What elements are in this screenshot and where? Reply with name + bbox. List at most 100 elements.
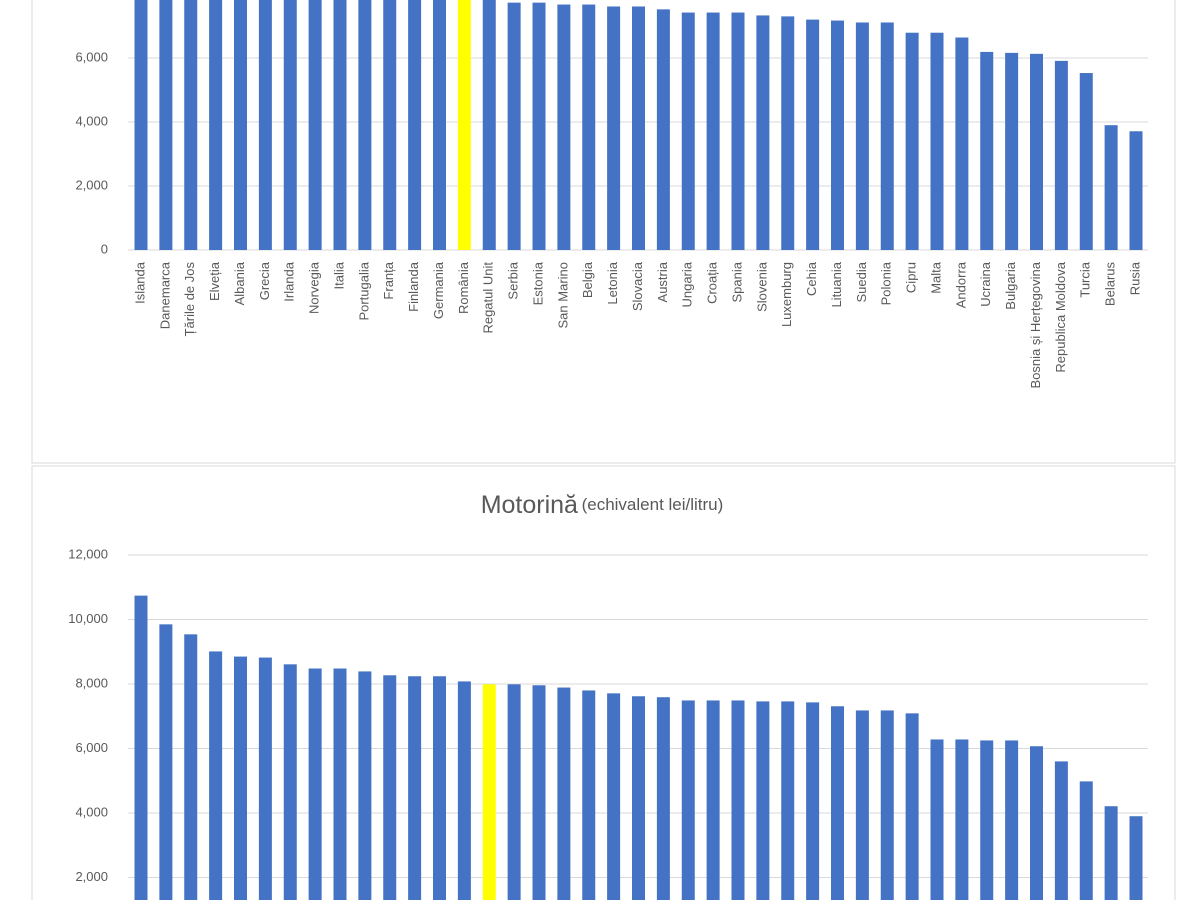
x-tick-label: Spania bbox=[729, 261, 744, 302]
x-tick-label: Republica Moldova bbox=[1053, 261, 1068, 372]
top-panel bbox=[31, 0, 1176, 464]
bar bbox=[656, 9, 670, 250]
x-tick-label: Serbia bbox=[506, 261, 521, 299]
bar bbox=[408, 0, 422, 250]
x-tick-label: Andorra bbox=[953, 261, 968, 308]
bar bbox=[781, 16, 795, 251]
bar bbox=[756, 15, 770, 250]
bar bbox=[482, 0, 496, 250]
bar bbox=[308, 668, 322, 900]
bar bbox=[930, 32, 944, 250]
bar bbox=[507, 2, 521, 251]
x-tick-label: Slovenia bbox=[754, 261, 769, 312]
x-tick-label: Turcia bbox=[1078, 261, 1093, 297]
x-tick-label: Elveția bbox=[207, 261, 222, 301]
bar bbox=[433, 676, 446, 900]
bar bbox=[258, 657, 272, 900]
bar bbox=[507, 684, 521, 900]
x-tick-label: Ucraina bbox=[978, 261, 993, 307]
bar bbox=[532, 685, 546, 900]
bar bbox=[557, 4, 571, 251]
bar bbox=[905, 713, 919, 900]
bar bbox=[731, 700, 745, 900]
bar bbox=[457, 0, 471, 251]
x-tick-label: Islanda bbox=[132, 261, 147, 304]
title: Motorină bbox=[481, 491, 578, 519]
bar bbox=[134, 595, 148, 900]
bar bbox=[283, 664, 297, 900]
y-tick-label: 6,000 bbox=[75, 740, 108, 755]
bar bbox=[383, 675, 397, 900]
bar bbox=[582, 690, 596, 900]
bar bbox=[1079, 73, 1093, 250]
bar bbox=[234, 656, 247, 900]
bar bbox=[980, 51, 994, 250]
bar bbox=[1005, 740, 1019, 900]
bar bbox=[532, 2, 546, 251]
bar bbox=[383, 0, 397, 250]
x-tick-label: Belarus bbox=[1103, 262, 1118, 307]
x-tick-label: Croația bbox=[705, 261, 720, 304]
y-tick-label: 10,000 bbox=[68, 611, 108, 626]
bar bbox=[258, 0, 272, 251]
x-tick-label: Grecia bbox=[257, 261, 272, 300]
y-tick-label: 6,000 bbox=[75, 49, 108, 64]
bar bbox=[1005, 52, 1019, 250]
bar bbox=[557, 687, 571, 900]
x-tick-label: Norvegia bbox=[307, 261, 322, 314]
bar bbox=[1030, 53, 1043, 251]
bar bbox=[1129, 131, 1143, 250]
bar bbox=[1104, 125, 1118, 250]
bar bbox=[283, 0, 297, 250]
bar bbox=[681, 700, 695, 900]
bar bbox=[831, 20, 844, 251]
y-tick-label: 2,000 bbox=[75, 177, 108, 192]
x-tick-label: Finlanda bbox=[406, 261, 421, 312]
bar bbox=[209, 651, 223, 900]
x-tick-label: Austria bbox=[655, 261, 670, 302]
bar bbox=[184, 634, 198, 900]
x-tick-label: România bbox=[456, 261, 471, 314]
bar bbox=[209, 0, 223, 251]
bar bbox=[457, 681, 471, 900]
bottom-panel bbox=[31, 465, 1176, 900]
bar bbox=[607, 693, 621, 900]
bar bbox=[1079, 781, 1093, 900]
x-tick-label: Polonia bbox=[879, 261, 894, 305]
y-tick-label: 0 bbox=[101, 241, 108, 256]
bar bbox=[831, 706, 844, 900]
bar bbox=[731, 12, 745, 251]
bar bbox=[781, 701, 795, 900]
x-tick-label: Lituania bbox=[829, 261, 844, 307]
x-tick-label: Letonia bbox=[605, 261, 620, 304]
bar bbox=[358, 671, 372, 900]
bar bbox=[482, 684, 496, 900]
bar bbox=[159, 0, 173, 251]
bar bbox=[1030, 746, 1043, 900]
x-tick-label: Irlanda bbox=[282, 261, 297, 302]
bar bbox=[905, 32, 919, 250]
bar bbox=[955, 739, 969, 900]
bar bbox=[930, 739, 944, 900]
bar bbox=[681, 12, 695, 251]
bar bbox=[806, 702, 820, 900]
bar bbox=[880, 22, 894, 251]
bar bbox=[433, 0, 446, 251]
bar bbox=[980, 740, 994, 900]
x-tick-label: Regatul Unit bbox=[481, 262, 496, 334]
bar bbox=[855, 22, 869, 251]
y-tick-label: 12,000 bbox=[68, 546, 108, 561]
bar bbox=[408, 676, 422, 900]
bar bbox=[955, 37, 969, 250]
y-tick-label: 4,000 bbox=[75, 113, 108, 128]
subtitle: (echivalent lei/litru) bbox=[582, 495, 724, 514]
x-tick-label: Bosnia și Herțegovina bbox=[1028, 261, 1043, 388]
bar bbox=[134, 0, 148, 250]
x-tick-label: Franța bbox=[381, 261, 396, 299]
x-tick-label: Țările de Jos bbox=[182, 262, 197, 337]
bar bbox=[806, 19, 820, 250]
bar bbox=[706, 12, 720, 251]
bar bbox=[1104, 806, 1118, 900]
